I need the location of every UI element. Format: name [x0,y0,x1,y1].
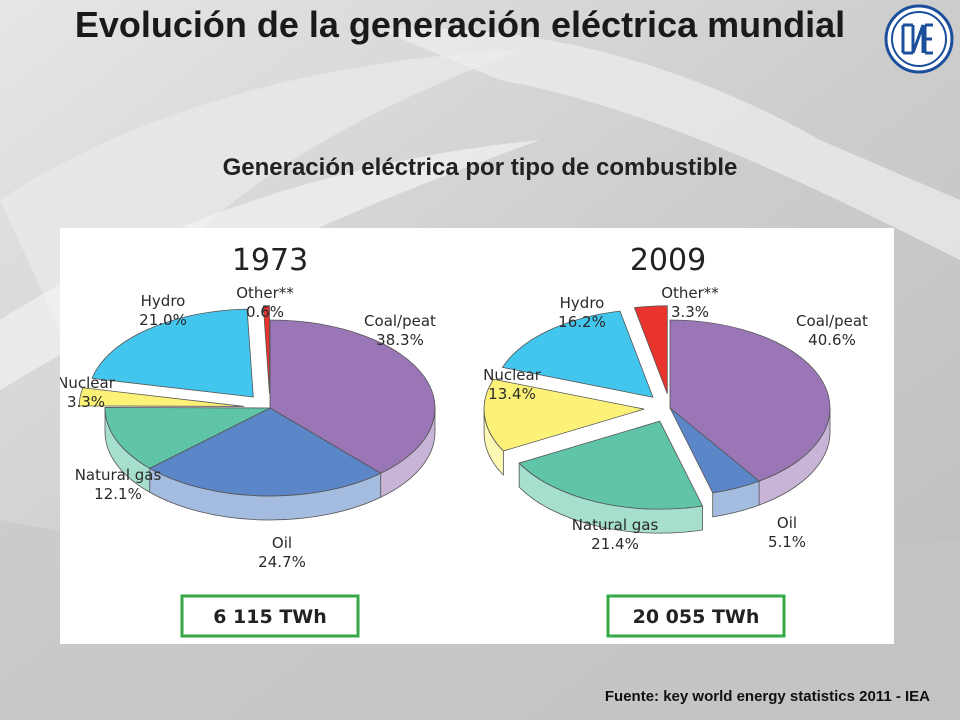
slice-name-label-0-2: Natural gas [75,466,162,484]
pie-slice-1-4 [501,310,654,398]
pie-slice-1-5 [633,305,668,394]
pie-slice-0-5 [262,305,270,394]
total-label-1: 20 055 TWh [633,606,760,628]
slide-subtitle: Generación eléctrica por tipo de combust… [222,154,738,181]
slice-name-label-0-1: Oil [272,534,292,552]
pie-year-title-0: 1973 [232,243,308,278]
slice-value-label-1-1: 5.1% [768,533,806,551]
slice-value-label-1-4: 16.2% [558,313,606,331]
total-box-0 [180,594,360,638]
slice-name-label-0-3: Nuclear [60,374,116,392]
pie-slice-0-4 [91,308,254,398]
pie-slice-0-1 [148,407,382,497]
total-box-1 [606,594,786,638]
slice-name-label-1-4: Hydro [560,294,605,312]
slice-value-label-1-5: 3.3% [671,303,709,321]
slice-value-label-0-4: 21.0% [139,311,187,329]
slice-value-label-0-0: 38.3% [376,331,424,349]
pie-year-title-1: 2009 [630,243,706,278]
pie-slice-0-2 [104,407,271,469]
chart-panel: Coal/peat 38.3% Oil 24.7% Natural gas 12.1% Nu… [60,228,894,644]
slice-value-label-0-1: 24.7% [258,553,306,571]
pie-slice-1-0 [669,319,831,482]
pie-slice-1-3 [483,378,645,452]
slice-value-label-1-0: 40.6% [808,331,856,349]
slice-name-label-1-0: Coal/peat [796,312,868,330]
pie-slice-0-0 [269,319,436,474]
slice-value-label-1-3: 13.4% [488,385,536,403]
slice-name-label-0-5: Other** [236,284,294,302]
slice-name-label-1-1: Oil [777,514,797,532]
source-note: Fuente: key world energy statistics 2011… [604,688,930,705]
slice-name-label-0-0: Coal/peat [364,312,436,330]
slice-name-label-0-4: Hydro [141,292,186,310]
pie-slice-1-1 [669,407,760,494]
cnea-logo-icon [884,4,954,74]
total-label-0: 6 115 TWh [213,606,327,628]
slice-value-label-0-5: 0.6% [246,303,284,321]
slice-value-label-1-2: 21.4% [591,535,639,553]
slice-name-label-1-3: Nuclear [483,366,542,384]
slice-name-label-1-5: Other** [661,284,719,302]
slice-value-label-0-3: 3.3% [67,393,105,411]
slice-value-label-0-2: 12.1% [94,485,142,503]
slide-title: Evolución de la generación eléctrica mun… [74,4,846,45]
slice-name-label-1-2: Natural gas [572,516,659,534]
pie-slice-1-2 [518,420,704,510]
pie-slice-0-3 [78,387,245,407]
